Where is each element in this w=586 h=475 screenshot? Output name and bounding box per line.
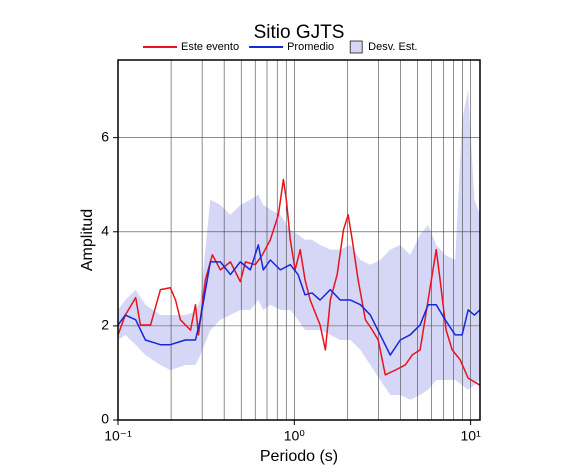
legend-label: Promedio: [287, 41, 334, 53]
std-band: [118, 89, 480, 400]
legend-label: Desv. Est.: [368, 41, 417, 53]
line-series: [117, 178, 481, 386]
y-axis-label: Amplitud: [79, 209, 96, 271]
y-tick-label: 2: [101, 317, 109, 333]
y-tick-label: 0: [101, 411, 109, 427]
y-tick-label: 6: [101, 128, 109, 144]
y-tick-label: 4: [101, 222, 109, 238]
legend-label: Este evento: [181, 41, 239, 53]
x-axis-label: Periodo (s): [260, 448, 338, 465]
x-tick-label: 10⁰: [284, 428, 306, 444]
legend-swatch: [349, 40, 363, 54]
x-tick-label: 10¹: [461, 428, 482, 444]
chart-title: Sitio GJTS: [254, 22, 345, 43]
x-tick-label: 10⁻¹: [104, 428, 132, 444]
plot-frame: [117, 59, 481, 421]
line-series: [117, 244, 481, 356]
